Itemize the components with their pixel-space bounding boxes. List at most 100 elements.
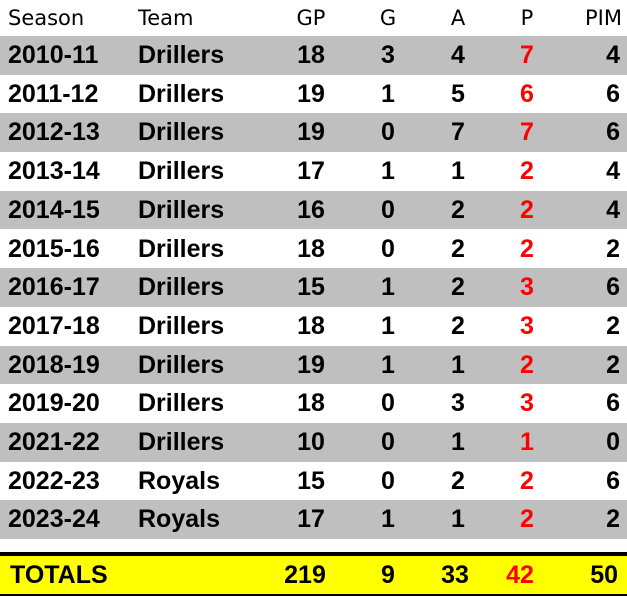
cell: 2 bbox=[520, 234, 534, 263]
cell: 6 bbox=[606, 389, 620, 418]
cell: 2 bbox=[606, 311, 620, 340]
table-row: 2011-12 Drillers 19 1 5 6 6 bbox=[0, 75, 627, 114]
cell: 2 bbox=[451, 195, 465, 224]
cell: 6 bbox=[606, 466, 620, 495]
cell: 16 bbox=[297, 195, 325, 224]
cell: Drillers bbox=[138, 311, 225, 340]
totals-cell: TOTALS bbox=[10, 561, 108, 589]
cell: 2 bbox=[520, 195, 534, 224]
cell: Drillers bbox=[138, 79, 225, 108]
cell: 2 bbox=[520, 466, 534, 495]
cell: 2 bbox=[606, 350, 620, 379]
cell: 1 bbox=[451, 157, 465, 186]
table-row: 2014-15 Drillers 16 0 2 2 4 bbox=[0, 190, 627, 230]
cell: 2018-19 bbox=[8, 350, 100, 379]
table-row: 2016-17 Drillers 15 1 2 3 6 bbox=[0, 268, 627, 307]
cell: 1 bbox=[381, 505, 395, 534]
cell: Drillers bbox=[138, 389, 225, 418]
cell: Drillers bbox=[138, 234, 225, 263]
cell: 7 bbox=[520, 41, 534, 69]
cell: 3 bbox=[520, 389, 534, 418]
cell: 2 bbox=[520, 350, 534, 379]
cell: 1 bbox=[381, 311, 395, 340]
header-cell: GP bbox=[296, 6, 326, 30]
cell: 2010-11 bbox=[8, 41, 99, 69]
totals-cell: 219 bbox=[284, 561, 326, 589]
cell: 3 bbox=[451, 389, 465, 418]
header-cell: A bbox=[450, 6, 466, 30]
header-cell: Team bbox=[138, 6, 194, 30]
cell: 0 bbox=[381, 118, 395, 147]
cell: Drillers bbox=[138, 273, 225, 302]
cell: 15 bbox=[297, 273, 325, 302]
cell: 18 bbox=[297, 234, 325, 263]
cell: 0 bbox=[381, 195, 395, 224]
cell: 7 bbox=[451, 118, 465, 147]
cell: 2012-13 bbox=[8, 118, 100, 147]
totals-row: TOTALS 219 9 33 42 50 bbox=[0, 552, 627, 596]
cell: 2 bbox=[451, 311, 465, 340]
cell: 2017-18 bbox=[8, 311, 100, 340]
cell: Drillers bbox=[138, 428, 225, 456]
cell: Royals bbox=[138, 466, 220, 495]
table-row: 2015-16 Drillers 18 0 2 2 2 bbox=[0, 230, 627, 269]
cell: 7 bbox=[520, 118, 534, 147]
cell: 2 bbox=[606, 505, 620, 534]
totals-cell: 9 bbox=[381, 561, 395, 589]
cell: 19 bbox=[297, 79, 325, 108]
cell: 1 bbox=[381, 157, 395, 186]
cell: 1 bbox=[451, 350, 465, 379]
cell: Drillers bbox=[138, 350, 225, 379]
cell: 2015-16 bbox=[8, 234, 100, 263]
totals-cell: 33 bbox=[441, 561, 469, 589]
cell: 15 bbox=[297, 466, 325, 495]
header-row: Season Team GP G A P PIM bbox=[0, 0, 627, 36]
cell: 1 bbox=[381, 273, 395, 302]
cell: 2022-23 bbox=[8, 466, 100, 495]
cell: 4 bbox=[606, 195, 620, 224]
cell: 2 bbox=[451, 466, 465, 495]
cell: 2 bbox=[520, 505, 534, 534]
cell: Drillers bbox=[138, 118, 225, 147]
cell: 2 bbox=[451, 234, 465, 263]
table-row: 2019-20 Drillers 18 0 3 3 6 bbox=[0, 384, 627, 423]
table-row: 2021-22 Drillers 10 0 1 1 0 bbox=[0, 423, 627, 462]
cell: Royals bbox=[138, 505, 220, 534]
cell: 2021-22 bbox=[8, 428, 100, 456]
table-row: 2023-24 Royals 17 1 1 2 2 bbox=[0, 500, 627, 540]
cell: 4 bbox=[606, 157, 620, 186]
cell: 5 bbox=[451, 79, 465, 108]
totals-cell: 50 bbox=[590, 561, 618, 589]
cell: Drillers bbox=[138, 157, 225, 186]
cell: 19 bbox=[297, 118, 325, 147]
cell: 6 bbox=[520, 79, 534, 108]
cell: 4 bbox=[451, 41, 465, 69]
header-cell: PIM bbox=[585, 6, 622, 30]
table-row: 2022-23 Royals 15 0 2 2 6 bbox=[0, 462, 627, 501]
cell: 4 bbox=[606, 41, 620, 69]
header-cell: G bbox=[379, 6, 397, 30]
cell: 6 bbox=[606, 118, 620, 147]
cell: 18 bbox=[297, 389, 325, 418]
totals-cell: 42 bbox=[506, 561, 534, 589]
cell: 1 bbox=[381, 79, 395, 108]
cell: 1 bbox=[451, 505, 465, 534]
header-cell: Season bbox=[8, 6, 85, 30]
table-row: 2012-13 Drillers 19 0 7 7 6 bbox=[0, 113, 627, 153]
cell: 19 bbox=[297, 350, 325, 379]
cell: 0 bbox=[381, 466, 395, 495]
cell: 2011-12 bbox=[8, 79, 99, 108]
table-row: 2017-18 Drillers 18 1 2 3 2 bbox=[0, 307, 627, 346]
cell: 3 bbox=[381, 41, 395, 69]
cell: 2014-15 bbox=[8, 195, 100, 224]
cell: 17 bbox=[297, 157, 325, 186]
cell: 2 bbox=[520, 157, 534, 186]
cell: 6 bbox=[606, 273, 620, 302]
cell: 0 bbox=[381, 428, 395, 456]
cell: 1 bbox=[381, 350, 395, 379]
cell: 2 bbox=[451, 273, 465, 302]
cell: 17 bbox=[297, 505, 325, 534]
cell: 3 bbox=[520, 273, 534, 302]
cell: 0 bbox=[606, 428, 620, 456]
